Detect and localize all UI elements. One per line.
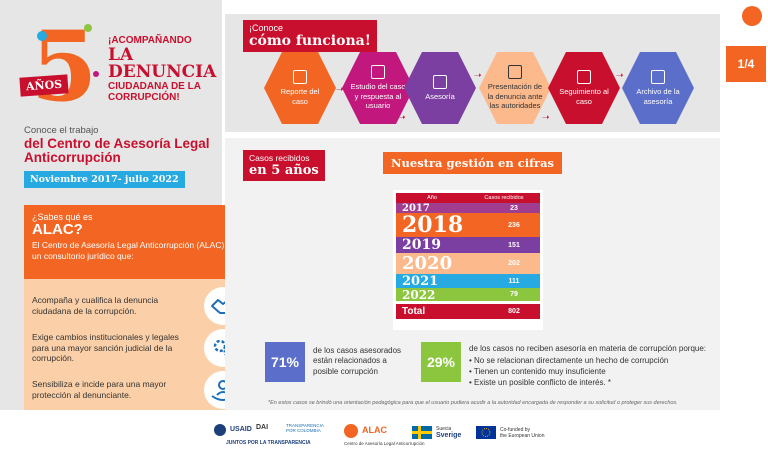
alac-functions: Acompaña y cualifica la denuncia ciudada… xyxy=(24,279,250,410)
step-label: Asesoría xyxy=(425,91,455,101)
juntos-tagline: JUNTOS POR LA TRANSPARENCIA xyxy=(226,440,311,446)
arrow-right-icon: ➝ xyxy=(336,84,344,94)
row-value: 236 xyxy=(508,221,520,229)
process-step-advice: Asesoría xyxy=(404,52,476,124)
headline-line-3: CIUDADANA DE LA xyxy=(108,81,201,93)
table-row: 2017 23 xyxy=(396,202,540,214)
row-year: 2020 xyxy=(402,253,453,274)
arrow-right-icon: ➝ xyxy=(398,112,406,122)
years-badge: AÑOS xyxy=(19,74,69,97)
step-label: Seguimiento al caso xyxy=(559,87,609,106)
alac-logo: ALAC xyxy=(344,424,387,438)
table-row: 2021 111 xyxy=(396,273,540,289)
cases-title: en 5 años xyxy=(249,163,319,178)
table-header: Año Casos recibidos xyxy=(396,193,540,203)
process-step-archive: Archivo de la asesoría xyxy=(622,52,694,124)
transparencia-logo: TRANSPARENCIA POR COLOMBIA xyxy=(286,423,324,433)
cases-heading: Casos recibidos en 5 años xyxy=(243,150,325,181)
row-value: 23 xyxy=(510,204,518,212)
table-row: 2018 236 xyxy=(396,212,540,238)
row-value: 79 xyxy=(510,291,518,298)
row-year: 2022 xyxy=(402,287,436,302)
stat-71-text: de los casos asesorados están relacionad… xyxy=(313,346,402,376)
alac-name: ALAC? xyxy=(32,221,83,238)
stat-29-text: de los casos no reciben asesoría en mate… xyxy=(469,344,707,353)
figures-title: Nuestra gestión en cifras xyxy=(383,152,563,174)
header-cases: Casos recibidos xyxy=(484,195,524,201)
campaign-headline: ¡ACOMPAÑANDO LA DENUNCIA CIUDADANA DE LA… xyxy=(108,35,220,103)
function-text: Acompaña y cualifica la denuncia ciudada… xyxy=(32,295,159,316)
alac-question: ¿Sabes qué es xyxy=(32,212,93,222)
reason-item: No se relacionan directamente un hecho d… xyxy=(469,356,719,367)
reason-item: Tienen un contenido muy insuficiente xyxy=(469,367,719,378)
arrow-right-icon: ➝ xyxy=(542,112,550,122)
process-lead: ¡Conoce xyxy=(249,23,284,33)
document-icon xyxy=(371,65,385,80)
stat-71-badge: 71% xyxy=(265,342,305,382)
alac-subtitle: Centro de Asesoría Legal Anticorrupción xyxy=(344,441,425,446)
table-row: 2019 151 xyxy=(396,237,540,253)
step-label: Presentación de la denuncia ante las aut… xyxy=(487,82,543,111)
page-indicator: 1/4 xyxy=(726,46,766,82)
row-year: 2021 xyxy=(402,273,439,289)
list-item: Exige cambios institucionales y legales … xyxy=(32,329,242,367)
header-year: Año xyxy=(427,195,437,201)
folder-icon xyxy=(651,70,665,85)
step-label: Archivo de la asesoría xyxy=(636,87,680,106)
process-step-report: Reporte del caso xyxy=(264,52,336,124)
eu-logo: Co-funded by the European Union xyxy=(476,426,544,439)
step-label: Reporte del caso xyxy=(280,87,320,106)
partner-logos: USAID DAI TRANSPARENCIA POR COLOMBIA JUN… xyxy=(0,418,768,452)
sweden-logo: Suecia Sverige xyxy=(412,426,461,440)
function-text: Exige cambios institucionales y legales … xyxy=(32,332,179,364)
magnifier-icon xyxy=(577,70,591,85)
row-year: 2019 xyxy=(402,237,441,253)
arrow-right-icon: ➝ xyxy=(474,70,482,80)
stat-29-block: de los casos no reciben asesoría en mate… xyxy=(469,344,719,389)
process-step-study: Estudio del caso y respuesta al usuario xyxy=(342,52,414,124)
process-step-complaint: Presentación de la denuncia ante las aut… xyxy=(479,52,551,124)
cases-table: Año Casos recibidos 2017 23 2018 236 201… xyxy=(393,190,543,330)
sweden-flag-icon xyxy=(412,426,432,440)
arrow-right-icon: ➝ xyxy=(616,70,624,80)
row-value: 202 xyxy=(508,260,520,267)
people-icon xyxy=(508,65,522,80)
step-label: Estudio del caso y respuesta al usuario xyxy=(350,82,406,111)
row-year: 2018 xyxy=(402,212,464,238)
row-year: 2017 xyxy=(402,202,430,214)
eu-flag-icon xyxy=(476,426,496,439)
alac-definition: ¿Sabes qué es ALAC? El Centro de Asesorí… xyxy=(24,205,250,279)
report-icon xyxy=(293,70,307,85)
center-title: del Centro de Asesoría Legal Anticorrupc… xyxy=(24,136,210,166)
intro-lead: Conoce el trabajo xyxy=(24,125,99,136)
headline-line-1: ¡ACOMPAÑANDO xyxy=(108,35,192,46)
headline-line-4: CORRUPCIÓN! xyxy=(108,91,180,103)
table-total-row: Total 802 xyxy=(396,304,540,319)
alac-mark-icon xyxy=(344,424,358,438)
row-value: 151 xyxy=(508,241,520,249)
row-value: 111 xyxy=(508,277,520,285)
usaid-seal-icon xyxy=(214,424,226,436)
reason-item: Existe un posible conflicto de interés. … xyxy=(469,378,719,389)
total-label: Total xyxy=(402,306,426,317)
process-heading: ¡Conoce cómo funciona! xyxy=(243,20,377,52)
period-badge: Noviembre 2017- julio 2022 xyxy=(24,171,185,188)
dai-logo: DAI xyxy=(256,424,269,431)
cases-lead: Casos recibidos xyxy=(249,153,310,163)
function-text: Sensibiliza e incide para una mayor prot… xyxy=(32,379,167,400)
headline-line-2: LA DENUNCIA xyxy=(108,44,217,83)
chat-icon xyxy=(433,74,447,89)
table-row: 2022 79 xyxy=(396,287,540,302)
process-step-followup: Seguimiento al caso xyxy=(548,52,620,124)
stat-29-badge: 29% xyxy=(421,342,461,382)
alac-description: El Centro de Asesoría Legal Anticorrupci… xyxy=(32,240,236,262)
footnote: *En estos casos se brindó una orientació… xyxy=(268,400,678,406)
table-row: 2020 202 xyxy=(396,253,540,274)
list-item: Sensibiliza e incide para una mayor prot… xyxy=(32,371,242,409)
process-title: cómo funciona! xyxy=(249,33,371,49)
total-value: 802 xyxy=(508,308,520,315)
alac-corner-logo xyxy=(742,6,762,26)
usaid-logo: USAID xyxy=(214,424,252,436)
list-item: Acompaña y cualifica la denuncia ciudada… xyxy=(32,287,242,325)
